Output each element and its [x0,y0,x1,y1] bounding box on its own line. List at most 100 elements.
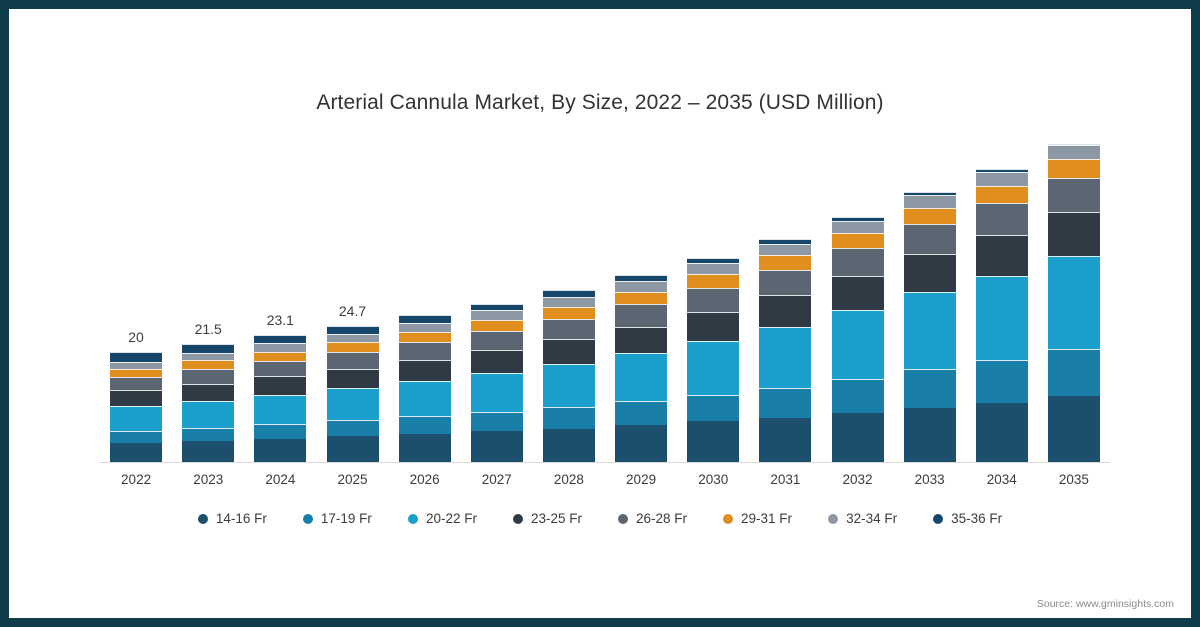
bar-segment[interactable] [615,304,668,327]
bar-segment[interactable] [326,436,379,463]
bar-segment[interactable] [615,275,668,282]
bar-segment[interactable] [903,369,956,408]
bar-segment[interactable] [254,438,307,463]
bar-segment[interactable] [110,377,163,391]
bar-segment[interactable] [903,292,956,370]
bar-segment[interactable] [831,412,884,463]
bar-group[interactable] [398,130,451,463]
bar-segment[interactable] [687,421,740,463]
stacked-bar[interactable] [615,275,668,463]
bar-segment[interactable] [1047,143,1100,146]
bar-segment[interactable] [254,334,307,344]
bar-segment[interactable] [254,351,307,361]
bar-segment[interactable] [759,238,812,244]
bar-segment[interactable] [542,339,595,364]
legend-item-29-31-fr[interactable]: 29-31 Fr [723,511,792,526]
bar-segment[interactable] [326,333,379,343]
bar-segment[interactable] [398,416,451,435]
bar-segment[interactable] [687,258,740,264]
bar-segment[interactable] [110,352,163,362]
bar-segment[interactable] [759,295,812,328]
bar-segment[interactable] [615,425,668,463]
stacked-bar[interactable] [1047,143,1100,463]
stacked-bar[interactable] [903,191,956,463]
bar-segment[interactable] [326,352,379,369]
stacked-bar[interactable] [326,325,379,463]
bar-segment[interactable] [254,360,307,377]
bar-segment[interactable] [182,400,235,428]
bar-segment[interactable] [110,361,163,369]
bar-segment[interactable] [542,406,595,429]
bar-segment[interactable] [831,232,884,249]
bar-segment[interactable] [398,331,451,343]
bar-segment[interactable] [759,387,812,418]
bar-segment[interactable] [398,359,451,381]
bar-segment[interactable] [615,326,668,354]
bar-segment[interactable] [1047,212,1100,256]
bar-segment[interactable] [182,343,235,353]
bar-segment[interactable] [182,352,235,361]
bar-segment[interactable] [1047,349,1100,397]
bar-group[interactable]: 24.7 [326,130,379,463]
bar-segment[interactable] [542,290,595,297]
bar-segment[interactable] [903,407,956,463]
bar-segment[interactable] [1047,145,1100,159]
bar-group[interactable] [831,130,884,463]
bar-segment[interactable] [542,306,595,319]
bar-segment[interactable] [687,312,740,341]
legend-item-26-28-fr[interactable]: 26-28 Fr [618,511,687,526]
bar-segment[interactable] [759,255,812,270]
bar-segment[interactable] [903,194,956,208]
bar-segment[interactable] [687,274,740,289]
bar-segment[interactable] [831,248,884,276]
stacked-bar[interactable] [687,258,740,463]
bar-segment[interactable] [398,322,451,332]
bar-segment[interactable] [615,401,668,426]
bar-segment[interactable] [831,220,884,233]
stacked-bar[interactable] [470,303,523,463]
bar-group[interactable]: 21.5 [182,130,235,463]
bar-group[interactable] [687,130,740,463]
bar-segment[interactable] [182,440,235,463]
bar-segment[interactable] [470,310,523,320]
bar-segment[interactable] [470,372,523,412]
bar-segment[interactable] [542,296,595,307]
bar-segment[interactable] [182,369,235,384]
bar-segment[interactable] [110,390,163,407]
legend-item-14-16-fr[interactable]: 14-16 Fr [197,511,267,526]
bar-segment[interactable] [110,368,163,378]
bar-segment[interactable] [975,168,1028,173]
bar-segment[interactable] [542,318,595,340]
bar-segment[interactable] [470,349,523,373]
stacked-bar[interactable] [975,168,1028,463]
bar-segment[interactable] [903,207,956,225]
bar-group[interactable] [542,130,595,463]
bar-segment[interactable] [542,363,595,407]
bar-segment[interactable] [110,430,163,444]
bar-segment[interactable] [182,427,235,441]
bar-segment[interactable] [759,243,812,256]
bar-segment[interactable] [615,353,668,402]
bar-group[interactable]: 20 [110,130,163,463]
stacked-bar[interactable] [831,216,884,463]
bar-segment[interactable] [398,342,451,360]
bar-segment[interactable] [903,224,956,255]
bar-segment[interactable] [687,263,740,275]
bar-segment[interactable] [326,368,379,389]
bar-segment[interactable] [326,420,379,437]
bar-segment[interactable] [254,394,307,425]
bar-group[interactable] [615,130,668,463]
bar-segment[interactable] [903,191,956,195]
bar-segment[interactable] [254,424,307,439]
bar-group[interactable] [759,130,812,463]
bar-group[interactable] [903,130,956,463]
bar-segment[interactable] [831,310,884,379]
bar-segment[interactable] [326,342,379,353]
bar-segment[interactable] [326,388,379,421]
legend-item-17-19-fr[interactable]: 17-19 Fr [302,511,372,526]
bar-segment[interactable] [182,383,235,401]
bar-segment[interactable] [687,288,740,313]
bar-group[interactable] [975,130,1028,463]
bar-segment[interactable] [1047,177,1100,213]
legend-item-20-22-fr[interactable]: 20-22 Fr [407,511,477,526]
